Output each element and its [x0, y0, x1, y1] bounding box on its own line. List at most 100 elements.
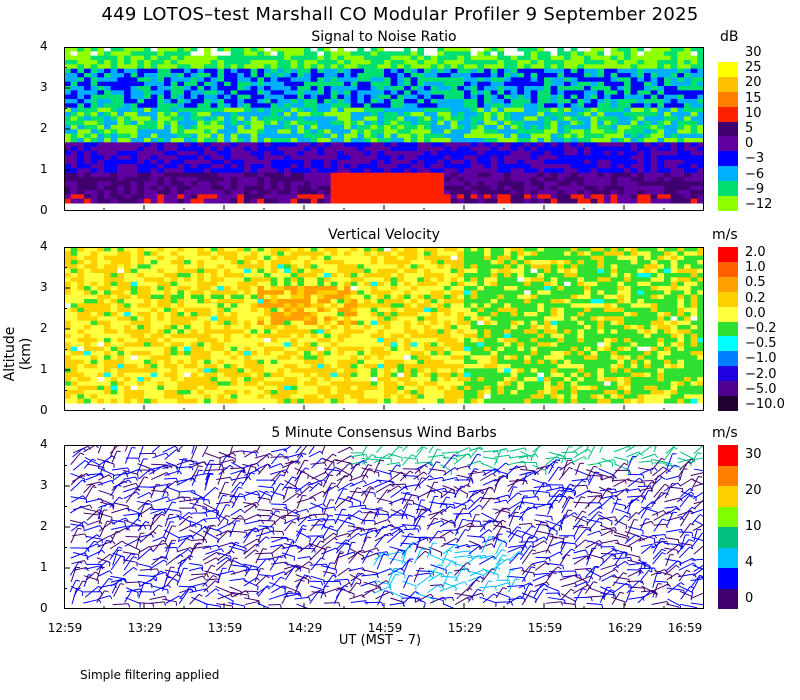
snr-cell: [377, 60, 385, 65]
snr-cell: [477, 159, 485, 165]
velocity-cell: [304, 394, 312, 400]
snr-cell: [530, 133, 538, 139]
snr-cell: [597, 73, 605, 78]
snr-cell: [424, 133, 432, 139]
snr-cell: [264, 81, 272, 87]
snr-cell: [130, 125, 138, 130]
velocity-cell: [217, 359, 225, 365]
velocity-cell: [270, 251, 278, 257]
velocity-cell: [197, 364, 205, 369]
velocity-cell: [244, 333, 252, 339]
snr-cell: [457, 107, 465, 113]
snr-cell: [664, 151, 672, 156]
velocity-cell: [104, 385, 112, 391]
snr-cell: [137, 168, 145, 174]
snr-cell: [337, 55, 345, 61]
velocity-cell: [144, 351, 152, 356]
velocity-cell: [170, 277, 178, 283]
snr-cell: [304, 86, 312, 91]
velocity-cell: [257, 325, 265, 330]
snr-cell: [164, 99, 172, 104]
snr-cell: [544, 107, 552, 113]
snr-cell: [190, 159, 198, 165]
velocity-cell: [197, 268, 205, 274]
snr-cell: [484, 198, 492, 204]
colorbar-swatch: [718, 181, 738, 197]
snr-cell: [664, 64, 672, 70]
snr-cell: [524, 190, 532, 195]
snr-cell: [604, 194, 612, 200]
velocity-cell: [137, 281, 145, 287]
snr-cell: [204, 164, 212, 169]
snr-cell: [184, 194, 192, 200]
velocity-cell: [197, 277, 205, 283]
velocity-cell: [257, 359, 265, 365]
snr-cell: [350, 151, 358, 156]
snr-cell: [477, 146, 485, 152]
snr-cell: [317, 47, 325, 52]
velocity-cell: [64, 312, 72, 317]
snr-cell: [324, 155, 332, 161]
velocity-cell: [150, 312, 158, 317]
velocity-cell: [144, 316, 152, 322]
snr-cell: [344, 55, 352, 61]
velocity-cell: [97, 390, 105, 395]
snr-cell: [657, 133, 665, 139]
snr-cell: [164, 60, 172, 65]
snr-cell: [257, 47, 265, 52]
velocity-cell: [210, 359, 218, 365]
snr-cell: [464, 151, 472, 156]
velocity-cell: [290, 307, 298, 313]
snr-cell: [204, 90, 212, 96]
velocity-cell: [84, 364, 92, 369]
snr-cell: [670, 190, 678, 195]
snr-cell: [104, 198, 112, 204]
velocity-cell: [70, 333, 78, 339]
snr-cell: [637, 81, 645, 87]
velocity-cell: [104, 290, 112, 296]
snr-cell: [337, 142, 345, 148]
snr-cell: [377, 64, 385, 70]
snr-cell: [610, 90, 618, 96]
velocity-cell: [290, 273, 298, 278]
snr-cell: [284, 112, 292, 117]
velocity-cell: [117, 251, 125, 257]
velocity-cell: [217, 342, 225, 348]
snr-cell: [577, 177, 585, 182]
snr-cell: [264, 60, 272, 65]
velocity-cell: [117, 346, 125, 352]
snr-cell: [624, 146, 632, 152]
velocity-cell: [170, 372, 178, 378]
snr-cell: [384, 172, 392, 178]
velocity-cell: [164, 325, 172, 330]
snr-cell: [184, 172, 192, 178]
snr-cell: [204, 116, 212, 122]
velocity-cell: [110, 290, 118, 296]
snr-cell: [177, 90, 185, 96]
snr-cell: [210, 81, 218, 87]
snr-cell: [310, 90, 318, 96]
snr-cell: [517, 112, 525, 117]
velocity-cell: [284, 320, 292, 326]
snr-cell: [110, 107, 118, 113]
velocity-cell: [217, 333, 225, 339]
snr-cell: [390, 159, 398, 165]
snr-cell: [324, 168, 332, 174]
velocity-cell: [157, 264, 165, 270]
snr-cell: [210, 177, 218, 182]
snr-cell: [157, 138, 165, 143]
snr-cell: [397, 86, 405, 91]
snr-cell: [430, 133, 438, 139]
velocity-cell: [84, 338, 92, 343]
snr-cell: [204, 185, 212, 191]
velocity-cell: [64, 290, 72, 296]
velocity-cell: [157, 398, 165, 404]
velocity-cell: [197, 381, 205, 387]
snr-cell: [584, 164, 592, 169]
velocity-cell: [237, 338, 245, 343]
velocity-cell: [270, 290, 278, 296]
snr-cell: [644, 129, 652, 135]
snr-cell: [504, 177, 512, 182]
snr-cell: [577, 164, 585, 169]
velocity-cell: [204, 303, 212, 309]
